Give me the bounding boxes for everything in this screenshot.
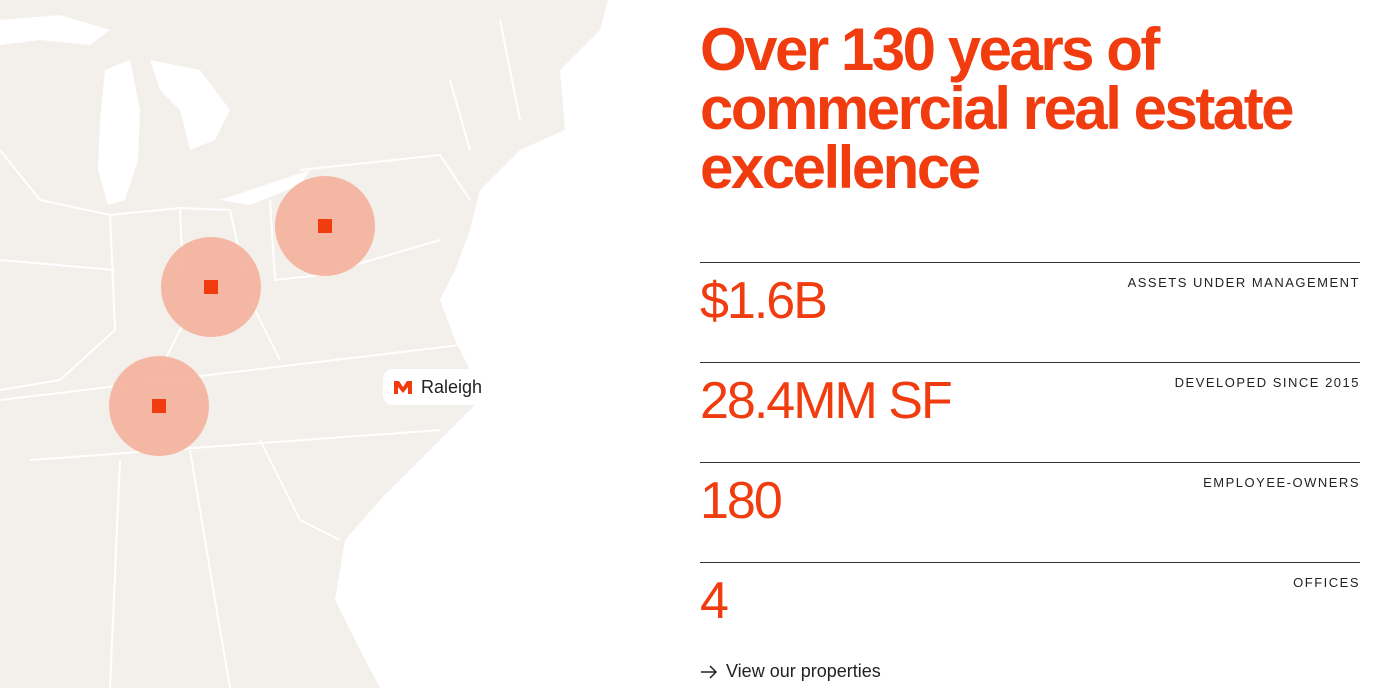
- hq-label[interactable]: Raleigh: [383, 369, 495, 405]
- lake-michigan: [98, 60, 140, 205]
- stat-label: EMPLOYEE-OWNERS: [1203, 475, 1360, 490]
- arrow-icon: [701, 664, 718, 679]
- stat-value: 4: [700, 572, 729, 630]
- stat-row: 28.4MM SF DEVELOPED SINCE 2015: [700, 362, 1360, 463]
- stat-row: 4 OFFICES: [700, 562, 1360, 663]
- lake-superior: [0, 15, 110, 45]
- lake-huron: [150, 60, 230, 150]
- stat-value: $1.6B: [700, 272, 828, 330]
- headline: Over 130 years of commercial real estate…: [700, 16, 1295, 201]
- marker[interactable]: [318, 219, 332, 233]
- link-text[interactable]: View our properties: [726, 661, 881, 681]
- stat-value: 180: [700, 472, 783, 530]
- stat-label: OFFICES: [1293, 575, 1360, 590]
- marker[interactable]: [204, 280, 218, 294]
- marker[interactable]: [152, 399, 166, 413]
- stat-label: ASSETS UNDER MANAGEMENT: [1127, 275, 1360, 290]
- stat-label: DEVELOPED SINCE 2015: [1174, 375, 1360, 390]
- logo: [394, 381, 412, 394]
- location-markers: [109, 176, 375, 456]
- stat-row: 180 EMPLOYEE-OWNERS: [700, 462, 1360, 563]
- properties-link[interactable]: View our properties: [700, 661, 881, 682]
- stat-row: $1.6B ASSETS UNDER MANAGEMENT: [700, 262, 1360, 363]
- lake-erie: [220, 170, 310, 205]
- hq-name: Raleigh: [421, 376, 483, 397]
- state-borders: [0, 19, 521, 688]
- land: [0, 0, 608, 688]
- map: [0, 0, 608, 688]
- stat-value: 28.4MM SF: [700, 372, 953, 430]
